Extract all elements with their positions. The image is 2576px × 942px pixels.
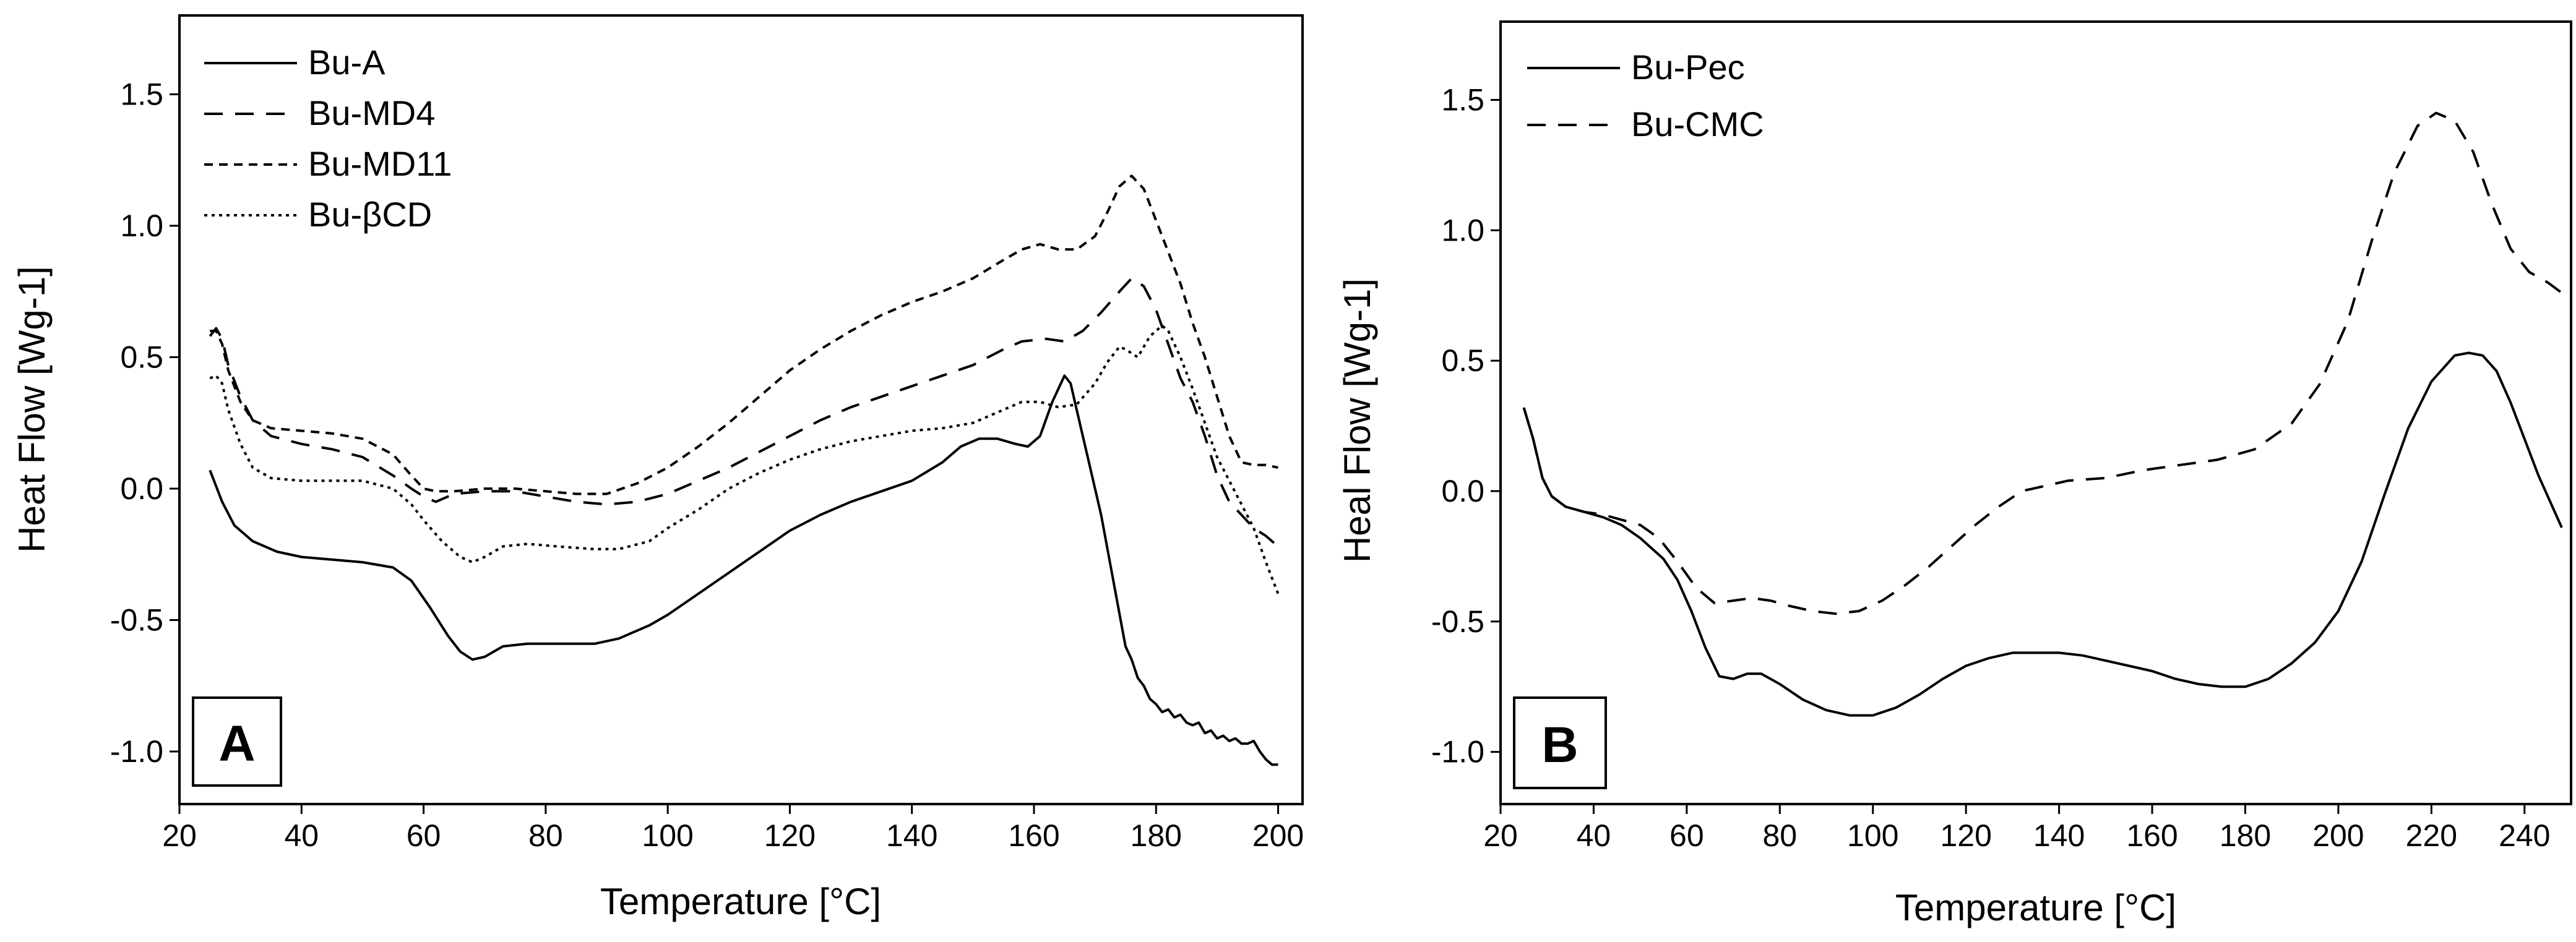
legend-label: Bu-CMC — [1631, 105, 1764, 143]
x-tick-label: 80 — [528, 818, 563, 853]
y-tick-label: 1.5 — [1441, 83, 1484, 118]
x-tick-label: 140 — [886, 818, 937, 853]
x-tick-label: 100 — [1847, 818, 1898, 853]
x-tick-label: 180 — [2220, 818, 2271, 853]
axis-ticks: 20 40 60 80 100 120 140 160 180 200 220 240 -1.0 -0.5… — [1431, 83, 2551, 854]
series-line-bu-pec — [1522, 351, 2563, 717]
axis-ticks: 20 40 60 80 100 120 140 160 180 200 -1.0 -0.5 0.0 0.5… — [110, 77, 1304, 854]
x-axis-title: Temperature [°C] — [600, 881, 881, 922]
panel-b: 20 40 60 80 100 120 140 160 180 200 220 240 -1.0 -0.5… — [1337, 20, 2572, 928]
plot-frame — [178, 14, 1304, 805]
x-axis-title: Temperature [°C] — [1895, 887, 2176, 928]
x-tick-label: 240 — [2499, 818, 2550, 853]
x-tick-label: 100 — [642, 818, 693, 853]
legend-label: Bu-A — [308, 43, 386, 82]
panel-badge-frame — [1513, 696, 1607, 789]
x-tick-label: 60 — [1669, 818, 1704, 853]
panel-badge: B — [1541, 717, 1578, 773]
x-tick-label: 80 — [1762, 818, 1797, 853]
y-tick-label: -0.5 — [110, 603, 163, 638]
series-lines — [209, 174, 1280, 766]
panel-a: 20 40 60 80 100 120 140 160 180 200 -1.0 -0.5 0.0 0.5… — [11, 14, 1304, 922]
y-tick-label: 1.5 — [120, 77, 163, 112]
series-line-bu-cmc — [1522, 111, 2563, 615]
x-tick-label: 120 — [764, 818, 816, 853]
x-tick-label: 200 — [2312, 818, 2364, 853]
series-line-bu-cd — [209, 324, 1280, 594]
x-tick-label: 60 — [407, 818, 441, 853]
legend-label: Bu-MD11 — [308, 144, 452, 183]
y-tick-label: 0.5 — [120, 340, 163, 375]
plot-frame — [1499, 20, 2572, 805]
panel-badge: A — [218, 716, 255, 772]
y-tick-label: -1.0 — [1431, 735, 1484, 769]
x-tick-label: 20 — [162, 818, 197, 853]
x-tick-label: 140 — [2033, 818, 2085, 853]
x-tick-label: 40 — [284, 818, 319, 853]
panel-badge-frame — [192, 696, 282, 787]
x-tick-label: 220 — [2406, 818, 2457, 853]
legend: Bu-A Bu-MD4 Bu-MD11 Bu-βCD — [204, 43, 452, 234]
legend-label: Bu-βCD — [308, 195, 432, 234]
x-tick-label: 40 — [1577, 818, 1611, 853]
y-tick-label: 0.5 — [1441, 343, 1484, 378]
series-line-bu-a — [209, 374, 1278, 766]
x-tick-label: 180 — [1131, 818, 1182, 853]
legend-label: Bu-MD4 — [308, 93, 435, 132]
y-tick-label: -1.0 — [110, 734, 163, 769]
y-tick-label: 1.0 — [120, 208, 163, 243]
y-axis-title: Heal Flow [Wg-1] — [1337, 278, 1378, 563]
x-tick-label: 160 — [2126, 818, 2178, 853]
x-tick-label: 160 — [1008, 818, 1059, 853]
series-lines — [1522, 111, 2563, 717]
x-tick-label: 20 — [1483, 818, 1518, 853]
y-tick-label: 0.0 — [120, 471, 163, 506]
y-tick-label: 0.0 — [1441, 474, 1484, 508]
y-axis-title: Heat Flow [Wg-1] — [11, 266, 53, 552]
legend-label: Bu-Pec — [1631, 48, 1745, 87]
x-tick-label: 120 — [1940, 818, 1991, 853]
legend: Bu-Pec Bu-CMC — [1527, 48, 1764, 143]
y-tick-label: 1.0 — [1441, 213, 1484, 247]
x-tick-label: 200 — [1252, 818, 1304, 853]
y-tick-label: -0.5 — [1431, 604, 1484, 639]
